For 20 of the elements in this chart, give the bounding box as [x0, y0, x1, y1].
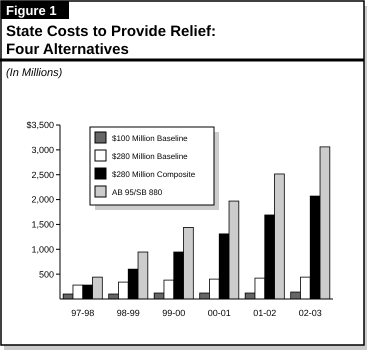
legend-label: $100 Million Baseline	[112, 134, 188, 143]
y-tick-label: $3,500	[26, 120, 54, 130]
chart-title: State Costs to Provide Relief: Four Alternatives	[6, 23, 216, 58]
legend-label: AB 95/SB 880	[112, 188, 163, 197]
legend-label: $280 Million Baseline	[112, 152, 188, 161]
legend-label: $280 Million Composite	[112, 170, 196, 179]
chart-subtitle: (In Millions)	[6, 67, 63, 79]
x-tick-label: 98-99	[116, 308, 140, 318]
x-tick-label: 99-00	[162, 308, 186, 318]
caption: Figure 1	[6, 3, 57, 18]
y-tick-label: 500	[38, 269, 54, 280]
x-tick-label: 00-01	[208, 308, 231, 318]
y-tick-label: 1,000	[31, 244, 54, 254]
y-tick-label: 2,000	[31, 194, 54, 205]
x-tick-label: 97-98	[71, 308, 94, 318]
y-tick-label: 2,500	[31, 170, 54, 180]
x-tick-label: 02-03	[298, 308, 322, 318]
x-tick-label: 01-02	[253, 308, 276, 318]
y-tick-label: 1,500	[31, 220, 54, 230]
y-tick-label: 3,000	[31, 145, 54, 156]
